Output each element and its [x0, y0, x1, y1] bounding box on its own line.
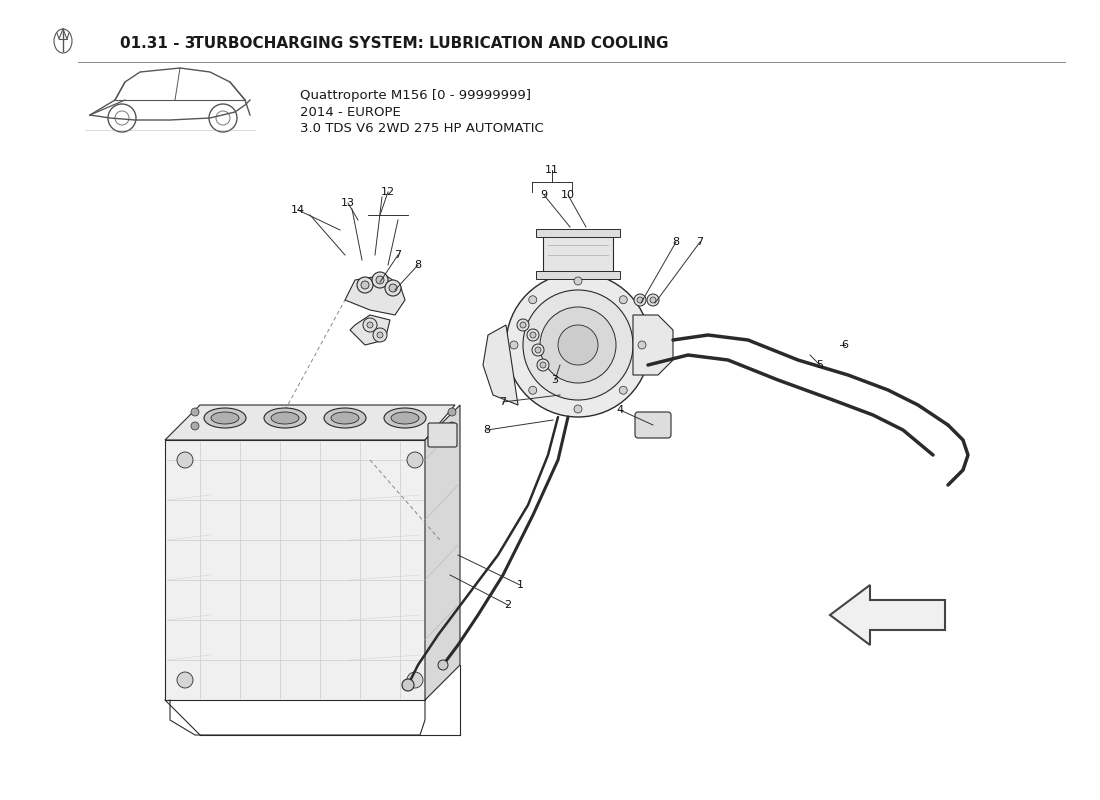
Text: 14: 14: [290, 205, 305, 215]
Ellipse shape: [331, 412, 359, 424]
Circle shape: [634, 294, 646, 306]
Polygon shape: [483, 325, 518, 405]
Circle shape: [438, 660, 448, 670]
Circle shape: [372, 272, 388, 288]
Text: 11: 11: [544, 165, 559, 175]
Circle shape: [402, 679, 414, 691]
Ellipse shape: [211, 412, 239, 424]
Text: 01.31 - 3: 01.31 - 3: [120, 35, 196, 50]
Polygon shape: [425, 405, 460, 700]
Ellipse shape: [271, 412, 299, 424]
Circle shape: [177, 672, 192, 688]
FancyBboxPatch shape: [635, 412, 671, 438]
Circle shape: [529, 296, 537, 304]
Circle shape: [650, 297, 656, 303]
Bar: [536, 271, 620, 279]
Circle shape: [537, 359, 549, 371]
Polygon shape: [543, 230, 613, 275]
Text: 7: 7: [395, 250, 402, 260]
Circle shape: [574, 405, 582, 413]
Ellipse shape: [384, 408, 426, 428]
Text: 2: 2: [505, 600, 512, 610]
Circle shape: [506, 273, 650, 417]
Circle shape: [619, 386, 627, 394]
Polygon shape: [345, 275, 405, 315]
Text: 12: 12: [381, 187, 395, 197]
Circle shape: [389, 284, 397, 292]
Text: 1: 1: [517, 580, 524, 590]
Bar: [536, 229, 620, 237]
Circle shape: [520, 322, 526, 328]
Text: TURBOCHARGING SYSTEM: LUBRICATION AND COOLING: TURBOCHARGING SYSTEM: LUBRICATION AND CO…: [188, 35, 669, 50]
Circle shape: [407, 452, 424, 468]
Circle shape: [638, 341, 646, 349]
Circle shape: [540, 307, 616, 383]
Circle shape: [361, 281, 368, 289]
Circle shape: [527, 329, 539, 341]
Ellipse shape: [324, 408, 366, 428]
Circle shape: [522, 290, 632, 400]
Circle shape: [532, 344, 544, 356]
Text: 4: 4: [616, 405, 624, 415]
Ellipse shape: [264, 408, 306, 428]
Circle shape: [647, 294, 659, 306]
Text: 6: 6: [842, 340, 848, 350]
Circle shape: [377, 332, 383, 338]
Polygon shape: [350, 315, 390, 345]
Circle shape: [367, 322, 373, 328]
Circle shape: [517, 319, 529, 331]
Circle shape: [540, 362, 546, 368]
Text: 3: 3: [551, 375, 559, 385]
Polygon shape: [165, 405, 455, 440]
Circle shape: [529, 386, 537, 394]
Circle shape: [637, 297, 644, 303]
Text: 8: 8: [672, 237, 680, 247]
Text: 5: 5: [816, 360, 824, 370]
Circle shape: [448, 422, 456, 430]
Text: 2014 - EUROPE: 2014 - EUROPE: [300, 106, 400, 118]
Circle shape: [373, 328, 387, 342]
Circle shape: [177, 452, 192, 468]
Circle shape: [385, 280, 402, 296]
Text: 7: 7: [696, 237, 704, 247]
Text: 9: 9: [540, 190, 548, 200]
Polygon shape: [830, 585, 945, 645]
Polygon shape: [632, 315, 673, 375]
Ellipse shape: [204, 408, 246, 428]
Circle shape: [574, 277, 582, 285]
Circle shape: [191, 422, 199, 430]
Circle shape: [510, 341, 518, 349]
Circle shape: [535, 347, 541, 353]
Text: 10: 10: [561, 190, 575, 200]
FancyBboxPatch shape: [428, 423, 456, 447]
Circle shape: [376, 276, 384, 284]
Circle shape: [407, 672, 424, 688]
Text: 3.0 TDS V6 2WD 275 HP AUTOMATIC: 3.0 TDS V6 2WD 275 HP AUTOMATIC: [300, 122, 543, 135]
Circle shape: [363, 318, 377, 332]
Circle shape: [358, 277, 373, 293]
Circle shape: [191, 408, 199, 416]
Circle shape: [558, 325, 598, 365]
Polygon shape: [165, 440, 425, 700]
Circle shape: [530, 332, 536, 338]
Text: Quattroporte M156 [0 - 99999999]: Quattroporte M156 [0 - 99999999]: [300, 89, 531, 102]
Text: 7: 7: [499, 397, 507, 407]
Text: 8: 8: [415, 260, 421, 270]
Ellipse shape: [390, 412, 419, 424]
Circle shape: [619, 296, 627, 304]
Circle shape: [448, 408, 456, 416]
Text: 8: 8: [483, 425, 491, 435]
Text: 13: 13: [341, 198, 355, 208]
